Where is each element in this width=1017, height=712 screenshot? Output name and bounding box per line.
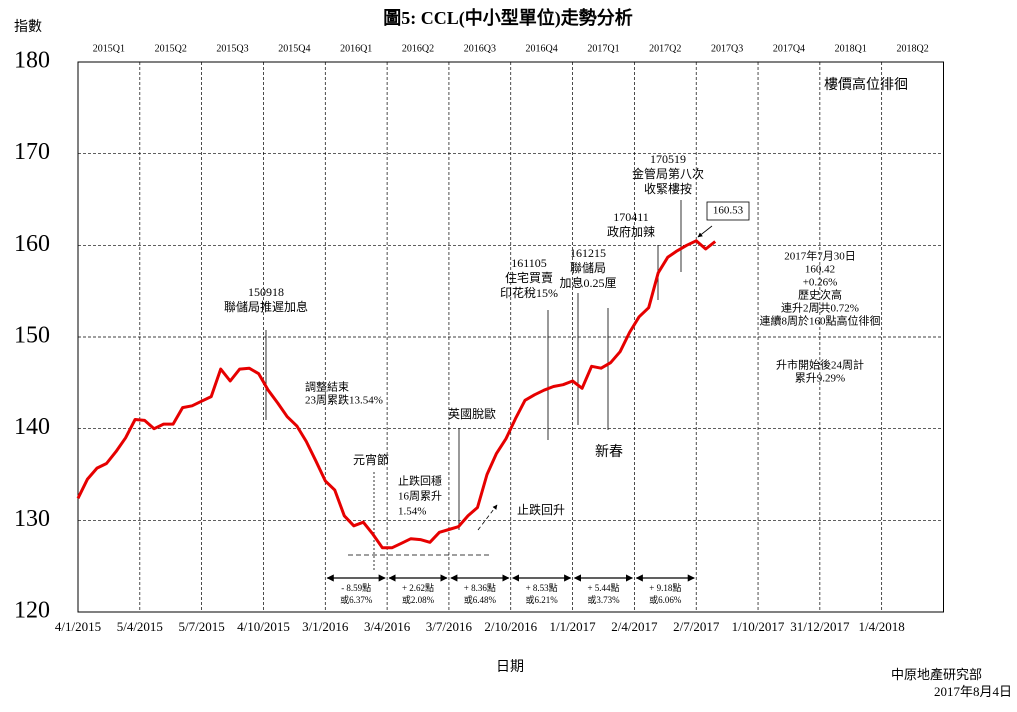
quarter-label: 2016Q1 (340, 43, 372, 54)
change-label: + 8.36點 (464, 582, 496, 593)
annotation: 英國脫歐 (448, 406, 496, 421)
annotation: 加息0.25厘 (559, 275, 616, 290)
quarter-label: 2016Q3 (464, 43, 496, 54)
data-line (76, 239, 717, 550)
x-tick-label: 4/1/2015 (55, 619, 101, 634)
x-tick-label: 3/7/2016 (426, 619, 473, 634)
annotation: 170519 (650, 152, 686, 166)
label-box (706, 201, 750, 221)
quarter-label: 2015Q4 (278, 43, 310, 54)
annotation: 樓價高位徘徊 (824, 76, 908, 93)
quarter-label: 2015Q1 (93, 43, 125, 54)
annotation: 止跌回穩 (398, 474, 442, 488)
annotation: 歷史次高 (798, 288, 842, 302)
quarter-label: 2017Q1 (587, 43, 619, 54)
annotation: 1.54% (398, 506, 426, 518)
label-arrow (697, 225, 713, 238)
x-tick-label: 5/7/2015 (179, 619, 225, 634)
quarter-label: 2016Q4 (526, 43, 558, 54)
y-tick-label: 150 (14, 323, 50, 349)
change-label: 或2.08% (402, 594, 435, 605)
annotation: 調整結束 (305, 380, 349, 394)
annotation: 聯儲局 (570, 261, 606, 275)
x-tick-label: 3/1/2016 (302, 619, 349, 634)
annotation: 印花稅15% (500, 285, 558, 300)
change-label: 或6.48% (464, 594, 497, 605)
quarter-label: 2015Q2 (155, 43, 187, 54)
change-label: 或6.06% (649, 594, 682, 605)
change-label: 或3.73% (587, 594, 620, 605)
y-tick-label: 180 (14, 48, 50, 74)
annotation: 新春 (595, 444, 623, 460)
change-label: 或6.21% (526, 594, 559, 605)
annotation: 2017年7月30日 (784, 249, 856, 263)
annotation: 150918 (248, 285, 284, 299)
quarter-label: 2016Q2 (402, 43, 434, 54)
annotation: 止跌回升 (517, 502, 565, 517)
plot-frame (77, 61, 944, 613)
x-tick-label: 4/10/2015 (237, 619, 290, 634)
change-label: - 8.59點 (341, 582, 371, 593)
x-tick-label: 2/4/2017 (611, 619, 658, 634)
chart-title: 圖5: CCL(中小型單位)走勢分析 (383, 7, 633, 29)
annotation: 160.53 (713, 205, 744, 217)
change-label: + 9.18點 (649, 582, 681, 593)
quarter-label: 2015Q3 (216, 43, 248, 54)
x-tick-label: 1/10/2017 (732, 619, 785, 634)
annotation: 連升2周共0.72% (781, 301, 859, 315)
y-axis-label: 指數 (14, 19, 42, 35)
annotation: 收緊樓按 (644, 181, 692, 196)
quarter-label: 2018Q2 (896, 43, 928, 54)
annotation: 升市開始後24周計 (776, 358, 864, 372)
annotation: 元宵節 (353, 452, 389, 467)
x-tick-label: 31/12/2017 (790, 619, 850, 634)
x-tick-label: 5/4/2015 (117, 619, 163, 634)
annotation: 累升9.29% (795, 372, 845, 385)
change-label: + 2.62點 (402, 582, 434, 593)
quarter-label: 2017Q4 (773, 43, 805, 54)
x-tick-label: 3/4/2016 (364, 619, 411, 634)
x-tick-label: 1/4/2018 (859, 619, 905, 634)
annotation: 160.42 (805, 264, 835, 276)
quarter-label: 2017Q2 (649, 43, 681, 54)
y-tick-label: 140 (14, 414, 50, 440)
annotation: +0.26% (803, 277, 838, 289)
annotation: 161105 (511, 256, 547, 270)
annotation: 住宅買賣 (505, 270, 553, 285)
annotation: 16周累升 (398, 490, 442, 503)
annotation: 23周累跌13.54% (305, 393, 383, 407)
x-tick-label: 2/7/2017 (673, 619, 720, 634)
change-label: 或6.37% (340, 594, 373, 605)
y-tick-label: 130 (14, 506, 50, 532)
annotation: 連續8周於160點高位徘徊 (760, 314, 881, 328)
annotation: 政府加辣 (607, 224, 655, 239)
x-tick-label: 1/1/2017 (549, 619, 596, 634)
y-tick-label: 160 (14, 231, 50, 257)
quarter-label: 2018Q1 (835, 43, 867, 54)
change-label: + 8.53點 (526, 582, 558, 593)
source-date: 2017年8月4日 (934, 684, 1012, 699)
x-tick-label: 2/10/2016 (484, 619, 537, 634)
source: 中原地產研究部 (891, 667, 982, 682)
annotation: 161215 (570, 246, 606, 260)
x-axis-label: 日期 (496, 659, 524, 675)
quarter-label: 2017Q3 (711, 43, 743, 54)
annotation: 聯儲局推遲加息 (224, 299, 308, 314)
trend-arrow (477, 504, 498, 531)
annotation: 金管局第八次 (632, 166, 704, 181)
change-label: + 5.44點 (587, 582, 619, 593)
annotation: 170411 (613, 210, 649, 224)
y-tick-label: 170 (14, 139, 50, 165)
y-tick-label: 120 (14, 598, 50, 624)
